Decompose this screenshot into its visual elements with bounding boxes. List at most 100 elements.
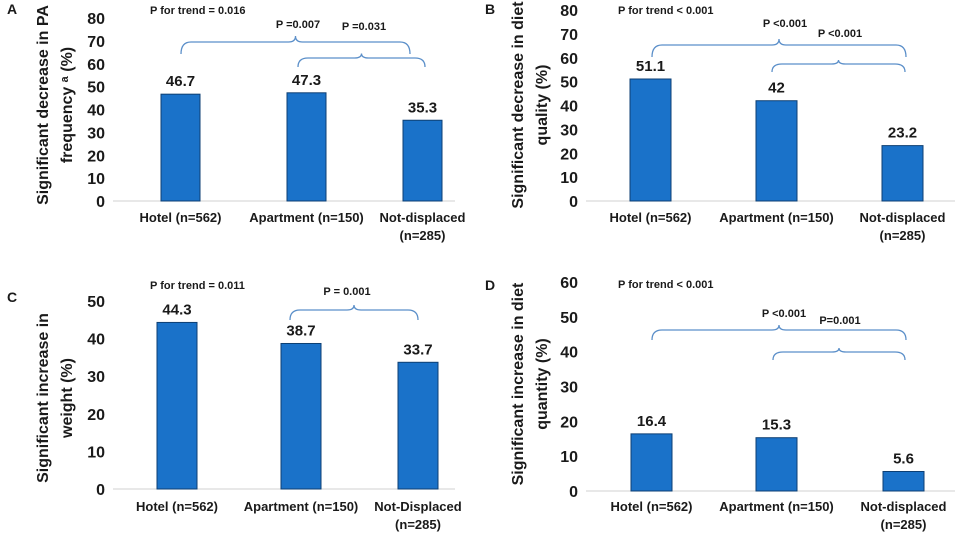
category-label: Hotel (n=562) — [140, 210, 222, 225]
bar — [881, 145, 924, 202]
y-tick-label: 10 — [87, 444, 105, 461]
y-tick-label: 0 — [96, 194, 105, 211]
y-tick-label: 30 — [560, 380, 578, 397]
y-tick-label: 30 — [87, 125, 105, 142]
panel-c: C Significant increase in weight (%) 0 10 20 3… — [7, 280, 462, 532]
y-tick-label: 80 — [560, 3, 578, 20]
value-label: 16.4 — [637, 413, 667, 430]
trend-label: P for trend = 0.011 — [150, 280, 245, 292]
category-label: Apartment (n=150) — [249, 210, 364, 225]
y-tick-label: 40 — [560, 345, 578, 362]
y-tick-label: 80 — [87, 11, 105, 28]
y-axis-title: quantity (%) — [534, 338, 551, 430]
y-tick-label: 60 — [87, 57, 105, 74]
panel-a: A Significant decrease in PA frequency ᵃ (… — [7, 1, 466, 243]
value-label: 44.3 — [162, 301, 191, 318]
bar — [882, 470, 925, 492]
category-label: Hotel (n=562) — [610, 210, 692, 225]
bracket-label: P =0.007 — [276, 19, 320, 31]
panel-letter: D — [485, 277, 495, 293]
panel-b: B Significant decrease in diet quality (%)… — [485, 1, 955, 243]
significance-bracket — [180, 35, 411, 55]
y-axis-title: frequency ᵃ (%) — [59, 47, 76, 163]
y-tick-label: 50 — [560, 75, 578, 92]
bar — [397, 361, 439, 490]
panel-d: D Significant increase in diet quantity (%… — [485, 275, 955, 532]
bracket-label: P = 0.001 — [323, 286, 370, 298]
significance-bracket — [772, 347, 906, 361]
y-tick-label: 0 — [96, 482, 105, 499]
significance-bracket — [771, 59, 906, 73]
y-tick-label: 10 — [87, 171, 105, 188]
category-label: Not-displaced — [860, 210, 946, 225]
category-label: Hotel (n=562) — [611, 499, 693, 514]
y-tick-label: 0 — [569, 484, 578, 501]
bar — [629, 78, 672, 202]
y-tick-label: 30 — [560, 122, 578, 139]
value-label: 23.2 — [888, 125, 917, 142]
y-tick-label: 10 — [560, 449, 578, 466]
y-tick-label: 40 — [560, 99, 578, 116]
y-tick-label: 0 — [569, 194, 578, 211]
bar — [160, 93, 201, 202]
category-label: (n=285) — [881, 517, 927, 532]
value-label: 38.7 — [286, 322, 315, 339]
category-label: Hotel (n=562) — [136, 499, 218, 514]
y-axis-title: weight (%) — [59, 358, 76, 439]
category-label: (n=285) — [880, 228, 926, 243]
y-axis-title: Significant decrease in PA — [35, 5, 52, 205]
y-tick-label: 60 — [560, 51, 578, 68]
y-tick-label: 20 — [560, 414, 578, 431]
significance-bracket — [651, 324, 907, 341]
category-label: Not-displaced — [380, 210, 466, 225]
y-tick-label: 10 — [560, 170, 578, 187]
value-label: 47.3 — [292, 72, 321, 89]
y-axis-title: Significant increase in — [35, 313, 52, 483]
value-label: 5.6 — [893, 450, 914, 467]
significance-bracket — [651, 38, 907, 58]
panel-letter: A — [7, 1, 17, 17]
y-axis-title: Significant increase in diet — [510, 282, 527, 485]
y-tick-label: 20 — [87, 148, 105, 165]
value-label: 42 — [768, 80, 785, 97]
bracket-label: P=0.001 — [819, 315, 860, 327]
category-label: Apartment (n=150) — [719, 210, 834, 225]
y-tick-label: 70 — [560, 27, 578, 44]
y-tick-label: 40 — [87, 332, 105, 349]
bar — [755, 437, 798, 492]
value-label: 15.3 — [762, 417, 791, 434]
bracket-label: P <0.001 — [762, 308, 806, 320]
bar — [630, 433, 673, 492]
y-axis-title: Significant decrease in diet — [510, 1, 527, 209]
panel-letter: C — [7, 289, 17, 305]
trend-label: P for trend < 0.001 — [618, 279, 713, 291]
value-label: 35.3 — [408, 99, 437, 116]
value-label: 51.1 — [636, 58, 665, 75]
y-tick-label: 70 — [87, 34, 105, 51]
category-label: Apartment (n=150) — [244, 499, 359, 514]
value-label: 33.7 — [403, 341, 432, 358]
y-tick-label: 50 — [87, 294, 105, 311]
y-axis-title: quality (%) — [534, 65, 551, 146]
y-tick-label: 20 — [87, 407, 105, 424]
bracket-label: P <0.001 — [763, 18, 807, 30]
y-tick-label: 60 — [560, 275, 578, 292]
category-label: (n=285) — [400, 228, 446, 243]
bar — [402, 119, 443, 202]
panel-letter: B — [485, 1, 495, 17]
category-label: Apartment (n=150) — [719, 499, 834, 514]
bracket-label: P =0.031 — [342, 21, 386, 33]
y-tick-label: 50 — [87, 80, 105, 97]
y-tick-label: 30 — [87, 369, 105, 386]
trend-label: P for trend < 0.001 — [618, 5, 713, 17]
bracket-label: P <0.001 — [818, 28, 862, 40]
category-label: (n=285) — [395, 517, 441, 532]
bar — [156, 321, 198, 490]
y-tick-label: 50 — [560, 310, 578, 327]
significance-bracket — [289, 304, 419, 321]
value-label: 46.7 — [166, 73, 195, 90]
bar — [280, 342, 322, 490]
y-tick-label: 20 — [560, 146, 578, 163]
bar — [755, 100, 798, 202]
